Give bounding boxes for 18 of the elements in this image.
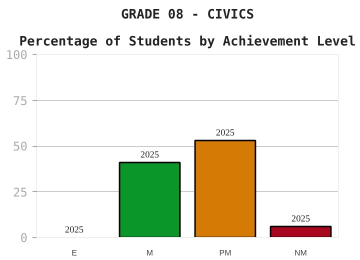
- y-tick-label: 50: [13, 140, 28, 154]
- y-tick-label: 75: [13, 94, 28, 108]
- y-tick-label: 100: [6, 48, 28, 62]
- annotation: 2025: [291, 214, 310, 225]
- annotation: 2025: [64, 226, 84, 236]
- chart-title: GRADE 08 - CIVICS: [120, 8, 254, 22]
- y-tick-label: 25: [13, 185, 28, 200]
- annotation: 2025: [216, 128, 235, 139]
- bar: [118, 162, 181, 238]
- bar: [194, 140, 256, 238]
- annotation: 2025: [140, 150, 160, 160]
- x-tick-label: NM: [294, 248, 308, 258]
- x-tick-label: M: [146, 248, 154, 258]
- bar: [270, 226, 332, 238]
- x-tick-label: PM: [219, 248, 232, 258]
- y-tick-label: 0: [20, 231, 28, 245]
- x-tick-label: E: [72, 248, 77, 258]
- chart-subtitle: Percentage of Students by Achievement Level: [19, 34, 356, 50]
